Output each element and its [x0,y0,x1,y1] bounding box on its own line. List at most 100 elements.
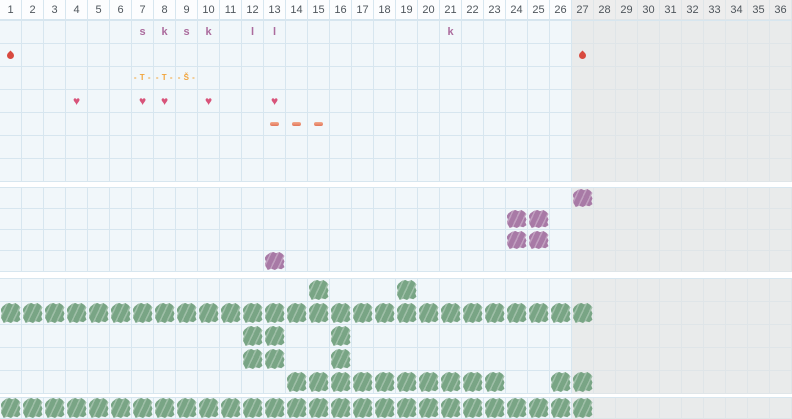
day-cell[interactable] [682,136,704,159]
day-cell[interactable] [638,209,660,230]
day-cell[interactable] [682,348,704,371]
day-cell[interactable] [418,159,440,182]
day-cell[interactable] [330,371,352,394]
day-cell[interactable] [44,279,66,302]
day-cell[interactable] [154,348,176,371]
day-cell[interactable] [418,44,440,67]
day-cell[interactable] [770,398,792,419]
day-cell[interactable]: k [154,21,176,44]
day-cell[interactable] [132,325,154,348]
day-cell[interactable] [154,113,176,136]
day-cell[interactable] [638,159,660,182]
day-cell[interactable] [374,325,396,348]
day-cell[interactable] [770,90,792,113]
day-cell[interactable] [594,325,616,348]
day-cell[interactable] [572,21,594,44]
day-cell[interactable] [660,136,682,159]
day-cell[interactable] [638,325,660,348]
day-cell[interactable] [88,230,110,251]
day-cell[interactable] [352,136,374,159]
day-cell[interactable] [264,325,286,348]
day-cell[interactable] [748,159,770,182]
day-cell[interactable] [484,302,506,325]
day-cell[interactable] [616,398,638,419]
day-cell[interactable] [132,159,154,182]
day-cell[interactable] [440,90,462,113]
day-cell[interactable] [594,398,616,419]
day-cell[interactable] [88,113,110,136]
day-cell[interactable] [44,67,66,90]
day-cell[interactable]: l [264,21,286,44]
day-cell[interactable] [22,67,44,90]
day-cell[interactable] [748,44,770,67]
day-cell[interactable] [506,325,528,348]
day-cell[interactable] [528,230,550,251]
day-cell[interactable] [176,188,198,209]
day-cell[interactable] [748,279,770,302]
day-cell[interactable] [682,302,704,325]
day-cell[interactable]: ♥ [198,90,220,113]
day-cell[interactable] [418,21,440,44]
day-cell[interactable] [528,279,550,302]
day-cell[interactable] [132,136,154,159]
day-cell[interactable] [704,113,726,136]
day-cell[interactable] [616,113,638,136]
day-cell[interactable] [550,302,572,325]
day-cell[interactable] [462,348,484,371]
day-cell[interactable] [44,302,66,325]
day-cell[interactable] [748,230,770,251]
day-cell[interactable] [396,90,418,113]
day-cell[interactable] [198,67,220,90]
day-cell[interactable] [484,136,506,159]
day-cell[interactable] [638,279,660,302]
day-cell[interactable] [528,398,550,419]
day-cell[interactable] [704,325,726,348]
day-cell[interactable] [242,136,264,159]
day-cell[interactable] [572,67,594,90]
day-cell[interactable] [374,21,396,44]
day-cell[interactable] [66,348,88,371]
day-cell[interactable] [176,398,198,419]
day-cell[interactable] [88,90,110,113]
day-cell[interactable] [264,371,286,394]
day-cell[interactable] [396,44,418,67]
day-cell[interactable] [110,251,132,272]
day-cell[interactable] [22,159,44,182]
day-cell[interactable] [154,371,176,394]
day-cell[interactable]: s [132,21,154,44]
day-cell[interactable] [462,159,484,182]
day-cell[interactable] [770,188,792,209]
day-cell[interactable] [594,188,616,209]
day-cell[interactable] [132,279,154,302]
day-cell[interactable] [352,302,374,325]
day-cell[interactable] [572,398,594,419]
day-cell[interactable] [154,188,176,209]
day-cell[interactable] [242,325,264,348]
day-cell[interactable] [704,21,726,44]
day-cell[interactable] [286,209,308,230]
day-cell[interactable] [418,371,440,394]
day-cell[interactable] [22,279,44,302]
day-cell[interactable] [44,44,66,67]
day-cell[interactable] [396,279,418,302]
day-cell[interactable] [770,159,792,182]
day-cell[interactable] [572,113,594,136]
day-cell[interactable] [770,325,792,348]
day-cell[interactable] [462,398,484,419]
day-cell[interactable] [154,136,176,159]
day-cell[interactable] [132,113,154,136]
day-cell[interactable] [770,279,792,302]
day-cell[interactable] [418,188,440,209]
day-cell[interactable] [638,136,660,159]
day-cell[interactable] [88,67,110,90]
day-cell[interactable] [110,44,132,67]
day-cell[interactable] [176,113,198,136]
day-cell[interactable] [176,251,198,272]
day-cell[interactable] [88,209,110,230]
day-cell[interactable] [616,136,638,159]
day-cell[interactable] [110,21,132,44]
day-cell[interactable] [396,136,418,159]
day-cell[interactable] [748,348,770,371]
day-cell[interactable] [396,188,418,209]
day-cell[interactable] [462,44,484,67]
